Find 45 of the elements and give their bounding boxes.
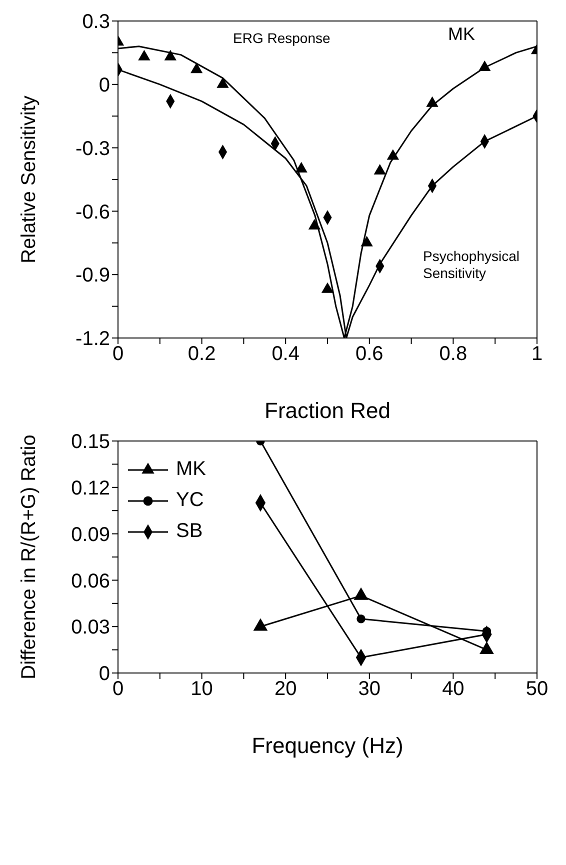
x-tick-label: 0.6 [355,343,384,366]
point [426,96,438,107]
annotation: ERG Response [233,30,330,47]
point [386,149,400,160]
y-axis-title: Relative Sensitivity [18,96,40,264]
x-tick-label: 40 [442,678,464,700]
x-tick-label: 0.2 [188,343,216,366]
y-tick-label: -0.6 [76,201,110,224]
x-tick-label: 0.8 [439,343,468,366]
y-tick-label: 0.06 [71,570,110,592]
y-tick-label: 0.3 [82,11,110,34]
point [216,77,229,88]
point [138,50,150,60]
point [374,164,386,175]
y-tick-label: 0.09 [71,524,110,546]
x-tick-label: 0.4 [272,343,300,366]
point [190,62,203,74]
x-tick-label: 30 [358,678,381,700]
point [295,162,308,172]
y-tick-label: -1.2 [76,328,110,350]
y-tick-label: 0.15 [71,431,110,454]
y-tick-label: 0.12 [71,478,110,500]
x-tick-label: 1 [531,343,543,366]
y-tick-label: -0.9 [76,264,110,287]
x-axis-title: Frequency (Hz) [252,733,404,758]
y-axis-title: Difference in R/(R+G) Ratio [18,434,40,680]
annotation: Psychophysical Sensitivity [423,248,520,282]
y-tick-label: 0.03 [71,616,110,639]
x-tick-label: 20 [274,678,297,700]
point [478,60,491,72]
x-tick-label: 10 [190,678,213,700]
x-axis-title: Fraction Red [264,398,390,423]
y-tick-label: 0 [98,663,110,686]
point [321,282,334,293]
legend-label: MK [176,458,206,481]
y-tick-label: 0 [98,74,110,96]
point [308,218,321,230]
point [164,50,176,60]
x-tick-label: 50 [526,678,548,700]
legend-label: YC [176,489,204,512]
point [360,236,373,246]
legend-label: SB [176,520,203,543]
annotation: MK [448,24,475,44]
y-tick-label: -0.3 [76,138,110,160]
point [356,614,366,624]
